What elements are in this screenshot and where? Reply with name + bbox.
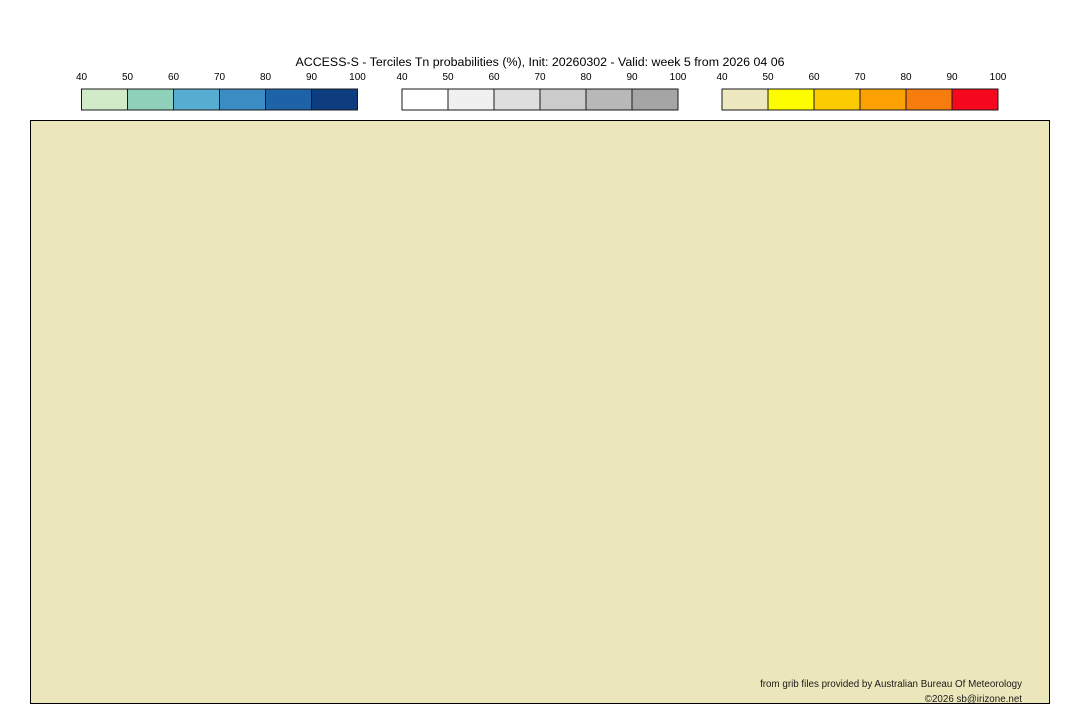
svg-text:80: 80 (260, 72, 272, 83)
svg-text:©2026 sb@irizone.net: ©2026 sb@irizone.net (925, 694, 1023, 705)
svg-text:50: 50 (122, 72, 134, 83)
svg-text:80: 80 (580, 72, 592, 83)
svg-text:40: 40 (396, 72, 408, 83)
svg-text:50: 50 (442, 72, 454, 83)
svg-text:90: 90 (626, 72, 638, 83)
svg-text:100: 100 (349, 72, 366, 83)
svg-text:100: 100 (990, 72, 1007, 83)
svg-text:from grib files provided by Au: from grib files provided by Australian B… (760, 679, 1022, 690)
svg-text:50: 50 (762, 72, 774, 83)
svg-text:100: 100 (670, 72, 687, 83)
svg-text:70: 70 (214, 72, 226, 83)
svg-text:60: 60 (488, 72, 500, 83)
svg-text:70: 70 (534, 72, 546, 83)
svg-text:90: 90 (946, 72, 958, 83)
svg-text:40: 40 (716, 72, 728, 83)
svg-text:ACCESS-S - Terciles Tn probabi: ACCESS-S - Terciles Tn probabilities (%)… (296, 55, 785, 69)
svg-text:60: 60 (808, 72, 820, 83)
svg-text:70: 70 (854, 72, 866, 83)
svg-text:80: 80 (900, 72, 912, 83)
svg-text:60: 60 (168, 72, 180, 83)
svg-text:40: 40 (76, 72, 88, 83)
svg-text:90: 90 (306, 72, 318, 83)
